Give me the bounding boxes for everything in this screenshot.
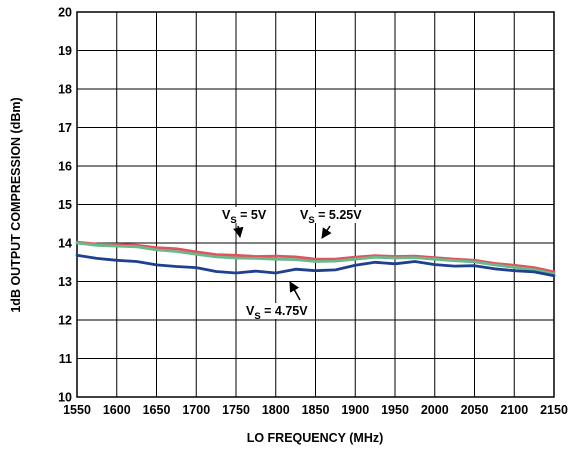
x-tick-label-1550: 1550 <box>63 403 91 417</box>
x-tick-label-1600: 1600 <box>103 403 131 417</box>
annotation-label-1: VS = 5V <box>222 208 267 226</box>
x-tick-label-2100: 2100 <box>500 403 528 417</box>
annotation-arrow-1 <box>233 225 244 239</box>
annotation-label-3: VS = 4.75V <box>246 304 308 322</box>
annotation-arrow-2 <box>321 225 332 239</box>
series-lines <box>75 240 556 278</box>
series-line-2 <box>75 241 556 276</box>
y-axis-label: 1dB OUTPUT COMPRESSION (dBm) <box>9 97 23 312</box>
x-tick-label-2150: 2150 <box>540 403 568 417</box>
tick-labels: 1550 1600 1650 1700 1750 1800 1850 1900 1950 2000… <box>58 6 568 418</box>
series-line-1 <box>75 240 556 274</box>
y-tick-label-13: 13 <box>58 275 72 289</box>
x-tick-label-1800: 1800 <box>262 403 290 417</box>
y-tick-label-17: 17 <box>58 121 72 135</box>
plot-frame <box>76 11 555 398</box>
x-tick-label-1850: 1850 <box>302 403 330 417</box>
x-tick-label-2050: 2050 <box>461 403 489 417</box>
y-tick-label-12: 12 <box>58 314 72 328</box>
y-tick-label-15: 15 <box>58 198 72 212</box>
grid <box>76 11 555 398</box>
annotation-label-2: VS = 5.25V <box>300 208 362 226</box>
annotations: VS = 5V VS = 5.25V VS = 4.75V <box>220 207 365 322</box>
annotation-arrow-3 <box>289 281 301 301</box>
x-tick-label-1900: 1900 <box>341 403 369 417</box>
x-tick-label-2000: 2000 <box>421 403 449 417</box>
x-tick-label-1650: 1650 <box>143 403 171 417</box>
x-axis-label: LO FREQUENCY (MHz) <box>247 431 384 445</box>
annotation-bg-2 <box>298 207 365 223</box>
y-tick-label-11: 11 <box>59 352 72 366</box>
y-tick-label-14: 14 <box>58 237 72 251</box>
y-tick-label-16: 16 <box>58 160 72 174</box>
y-tick-label-18: 18 <box>58 83 72 97</box>
y-tick-label-10: 10 <box>58 391 72 405</box>
x-tick-label-1950: 1950 <box>381 403 409 417</box>
y-tick-label-19: 19 <box>58 44 72 58</box>
x-tick-label-1700: 1700 <box>182 403 210 417</box>
y-tick-label-20: 20 <box>58 6 72 20</box>
series-line-3 <box>75 253 556 278</box>
x-tick-label-1750: 1750 <box>222 403 250 417</box>
annotation-bg-3 <box>244 303 311 319</box>
annotation-bg-1 <box>220 207 269 223</box>
